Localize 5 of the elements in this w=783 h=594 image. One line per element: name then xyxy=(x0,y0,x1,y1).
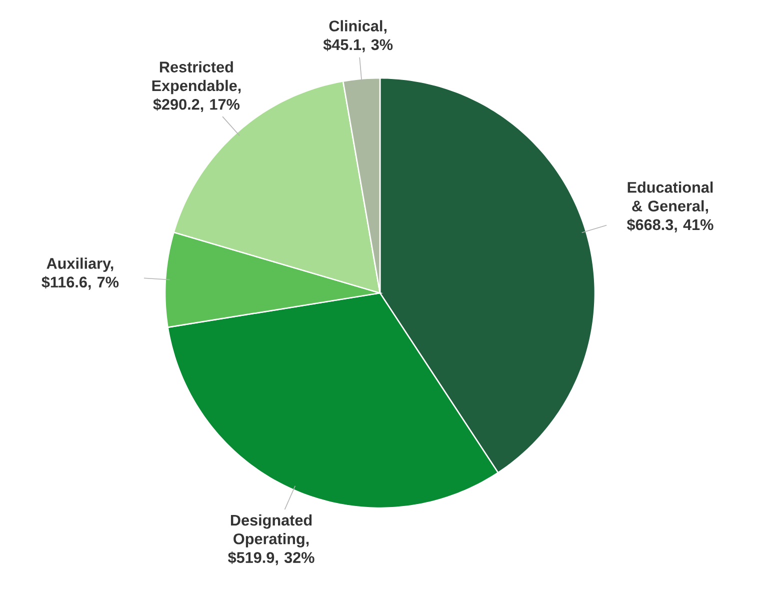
slice-label: Restricted Expendable, $290.2, 17% xyxy=(152,61,241,112)
slice-label: Clinical, $45.1, 3% xyxy=(323,20,393,52)
slice-label: Designated Operating, $519.9, 32% xyxy=(228,514,314,566)
slice-label: Auxiliary, $116.6, 7% xyxy=(42,258,119,290)
slice-label: Educational & General, $668.3, 41% xyxy=(626,182,714,232)
